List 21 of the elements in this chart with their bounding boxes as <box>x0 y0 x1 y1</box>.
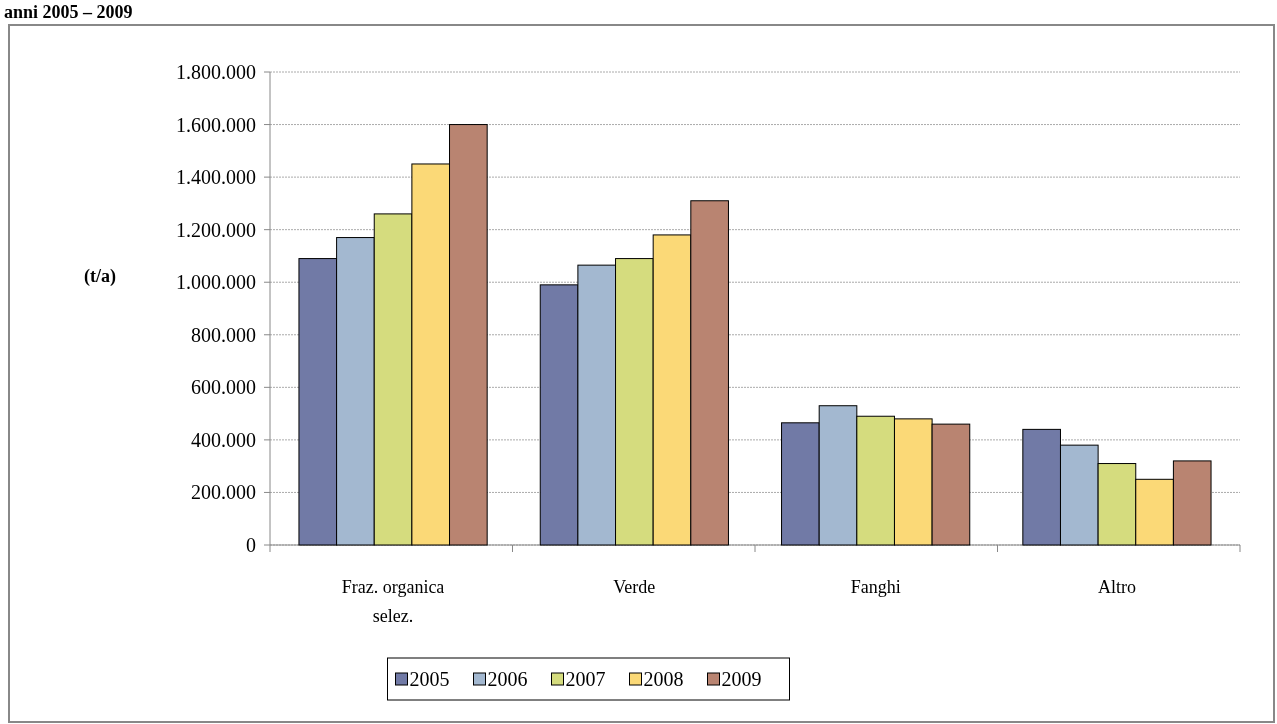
y-tick-label: 200.000 <box>191 481 256 504</box>
y-tick-label: 1.200.000 <box>176 218 256 241</box>
text: anni 2005 – 2009 <box>4 2 133 22</box>
x-tick-label: Verde <box>613 577 656 597</box>
y-tick-label: 600.000 <box>191 376 256 399</box>
x-tick-label: Altro <box>1097 577 1136 597</box>
legend-label: 2008 <box>643 668 684 690</box>
y-tick-label: 1.400.000 <box>176 166 256 189</box>
legend-label: 2006 <box>487 668 528 690</box>
y-tick-label: 1.600.000 <box>176 113 256 136</box>
x-tick-label: Fraz. organica selez. <box>341 577 445 626</box>
y-tick-label: 400.000 <box>191 428 256 451</box>
legend-label: 2007 <box>565 668 606 690</box>
legend-label: 2005 <box>409 668 450 690</box>
y-tick-label: 1.000.000 <box>176 271 256 294</box>
y-axis-title: (t/a) <box>84 266 116 287</box>
y-tick-label: 0 <box>246 534 256 556</box>
y-tick-label: 800.000 <box>191 323 256 346</box>
x-tick-label: Fanghi <box>850 577 901 597</box>
y-tick-label: 1.800.000 <box>176 61 256 83</box>
legend-label: 2009 <box>721 668 762 690</box>
